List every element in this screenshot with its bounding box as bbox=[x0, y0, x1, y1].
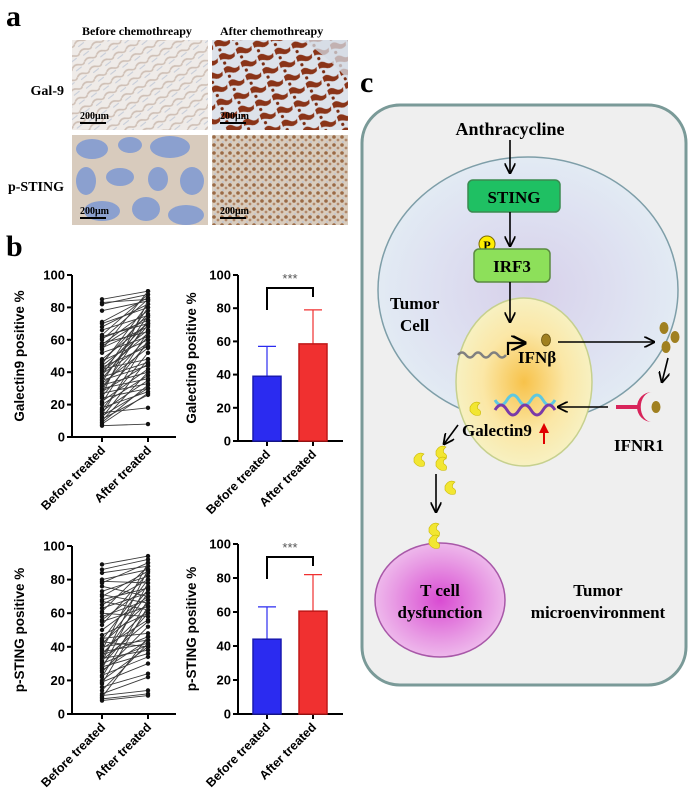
micrograph-gal9-after: 200μm bbox=[212, 40, 348, 130]
paired-lines bbox=[99, 553, 151, 703]
y-tick-label: 40 bbox=[51, 639, 65, 654]
label-tumor-cell-2: Cell bbox=[400, 316, 430, 335]
y-axis-label: p-STING positive % bbox=[12, 568, 27, 693]
irf3-box bbox=[473, 248, 551, 283]
y-tick-label: 20 bbox=[51, 397, 65, 412]
panel-c-letter: c bbox=[360, 66, 374, 99]
label-ifnr1: IFNR1 bbox=[614, 436, 664, 455]
significance-bracket bbox=[266, 556, 314, 579]
scale-bar: 200μm bbox=[220, 111, 249, 122]
bar bbox=[252, 638, 282, 715]
micrograph-psting-before: 200μm bbox=[72, 135, 208, 225]
bar bbox=[298, 610, 328, 715]
significance-label: *** bbox=[282, 271, 297, 286]
ifnb-protein-icon bbox=[651, 401, 661, 413]
y-tick-label: 80 bbox=[51, 300, 65, 315]
y-tick-label: 80 bbox=[217, 301, 231, 316]
panel-b-letter: b bbox=[6, 230, 23, 263]
panel-a-letter: a bbox=[6, 0, 21, 33]
y-tick-label: 0 bbox=[58, 430, 65, 445]
bar bbox=[252, 375, 282, 442]
y-tick-label: 40 bbox=[217, 367, 231, 382]
label-phospho: P bbox=[483, 238, 490, 252]
micrograph-psting-after: 200μm bbox=[212, 135, 348, 225]
y-tick-label: 80 bbox=[217, 571, 231, 586]
label-sting: STING bbox=[488, 188, 541, 207]
y-axis-label: p-STING positive % bbox=[184, 567, 199, 692]
ifnr1-receptor-icon bbox=[637, 392, 652, 422]
y-tick-label: 20 bbox=[217, 400, 231, 415]
scale-bar: 200μm bbox=[220, 206, 249, 217]
label-anthracycline: Anthracycline bbox=[456, 119, 565, 139]
label-tme-1: Tumor bbox=[573, 581, 623, 600]
label-ifnb: IFNβ bbox=[518, 348, 556, 367]
y-tick-label: 60 bbox=[217, 605, 231, 620]
label-irf3: IRF3 bbox=[493, 257, 531, 276]
label-galectin9: Galectin9 bbox=[462, 421, 532, 440]
y-tick-label: 40 bbox=[217, 639, 231, 654]
y-tick-label: 40 bbox=[51, 365, 65, 380]
y-axis-label: Galectin9 positive % bbox=[12, 290, 27, 421]
ifnb-protein-icon bbox=[541, 333, 551, 347]
transcription-start-icon bbox=[506, 343, 525, 355]
y-axis-label: Galectin9 positive % bbox=[184, 292, 199, 423]
y-tick-label: 0 bbox=[58, 707, 65, 722]
paired-lines bbox=[99, 289, 151, 428]
scale-bar: 200μm bbox=[80, 206, 109, 217]
y-tick-label: 60 bbox=[51, 332, 65, 347]
tissue-texture bbox=[72, 135, 208, 225]
y-tick-label: 100 bbox=[209, 537, 231, 552]
row-header-psting: p-STING bbox=[7, 180, 64, 195]
y-tick-label: 0 bbox=[224, 707, 231, 722]
row-header-gal9: Gal-9 bbox=[30, 84, 64, 99]
y-tick-label: 60 bbox=[217, 334, 231, 349]
ifnb-protein-icon bbox=[670, 331, 680, 343]
y-tick-label: 0 bbox=[224, 434, 231, 449]
t-cell bbox=[374, 542, 506, 658]
y-tick-label: 100 bbox=[43, 268, 65, 283]
label-tcell-1: T cell bbox=[420, 581, 460, 600]
bar bbox=[298, 343, 328, 442]
scale-bar: 200μm bbox=[80, 111, 109, 122]
label-tumor-cell-1: Tumor bbox=[390, 294, 440, 313]
mrna-wave-icon bbox=[457, 351, 507, 359]
sting-box bbox=[467, 179, 561, 213]
y-tick-label: 20 bbox=[51, 673, 65, 688]
ifnb-protein-icon bbox=[659, 322, 669, 334]
ifnb-protein-icon bbox=[661, 341, 671, 353]
y-tick-label: 20 bbox=[217, 673, 231, 688]
y-tick-label: 100 bbox=[43, 539, 65, 554]
column-header-after: After chemothreapy bbox=[220, 24, 324, 38]
pathway-diagram: Anthracycline STING P IRF3 Tumor Cell IF… bbox=[360, 103, 688, 687]
y-tick-label: 100 bbox=[209, 268, 231, 283]
label-tcell-2: dysfunction bbox=[397, 603, 483, 622]
nucleus bbox=[455, 297, 593, 467]
column-header-before: Before chemothreapy bbox=[82, 24, 192, 38]
significance-bracket bbox=[266, 287, 314, 310]
label-tme-2: microenvironment bbox=[531, 603, 666, 622]
y-tick-label: 80 bbox=[51, 572, 65, 587]
significance-label: *** bbox=[282, 540, 297, 555]
y-tick-label: 60 bbox=[51, 606, 65, 621]
micrograph-gal9-before: 200μm bbox=[72, 40, 208, 130]
